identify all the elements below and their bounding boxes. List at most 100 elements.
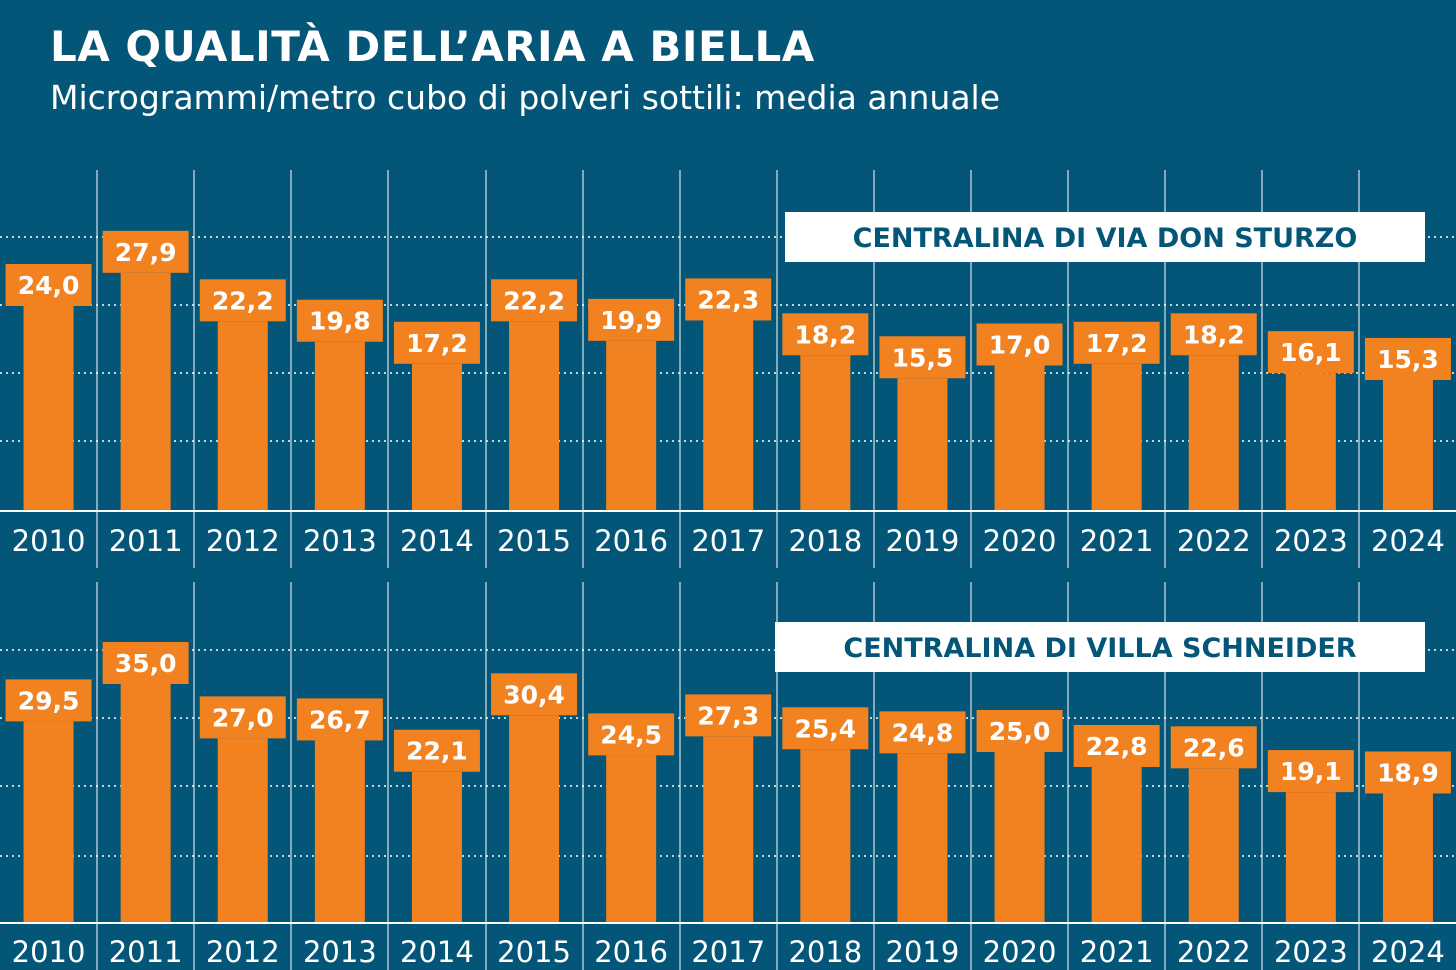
bar <box>509 321 560 510</box>
bar-label-tab <box>1073 321 1160 364</box>
bar <box>994 365 1045 510</box>
year-label: 2021 <box>1080 524 1154 558</box>
bar-label-tab <box>491 673 578 716</box>
bar <box>1285 373 1336 510</box>
bar-value-label: 22,3 <box>697 285 759 314</box>
bar-value-label: 19,8 <box>309 307 371 336</box>
page-subtitle: Microgrammi/metro cubo di polveri sottil… <box>50 78 1001 117</box>
bar-label-tab <box>296 299 383 342</box>
bar <box>1188 355 1239 510</box>
bar <box>703 736 754 922</box>
panel-title-box <box>775 622 1425 672</box>
bar <box>23 721 74 922</box>
bar-value-label: 25,4 <box>795 714 857 743</box>
bar <box>1285 792 1336 922</box>
bar-value-label: 26,7 <box>309 705 371 734</box>
year-label: 2022 <box>1177 935 1251 969</box>
bar-value-label: 15,3 <box>1377 345 1439 374</box>
bar-label-tab <box>1364 337 1451 380</box>
bar <box>314 341 365 510</box>
bar-value-label: 17,2 <box>406 329 468 358</box>
bar-label-tab <box>5 264 92 306</box>
bar <box>703 320 754 510</box>
bar-label-tab <box>1267 331 1354 374</box>
bar-label-tab <box>491 279 578 322</box>
bar-label-tab <box>199 279 286 322</box>
year-label: 2021 <box>1080 935 1154 969</box>
bar <box>411 363 462 510</box>
bar-label-tab <box>1364 751 1451 794</box>
year-label: 2010 <box>12 524 86 558</box>
bar <box>509 715 560 922</box>
year-label: 2020 <box>983 524 1057 558</box>
bar-value-label: 30,4 <box>503 680 565 709</box>
panel-title: CENTRALINA DI VILLA SCHNEIDER <box>843 633 1356 664</box>
bar <box>800 355 851 510</box>
bar-label-tab <box>102 642 189 684</box>
year-label: 2010 <box>12 935 86 969</box>
year-label: 2020 <box>983 935 1057 969</box>
year-label: 2019 <box>886 935 960 969</box>
bar-label-tab <box>393 321 480 364</box>
year-label: 2016 <box>594 524 668 558</box>
bar-value-label: 22,1 <box>406 737 468 766</box>
bar-label-tab <box>1170 726 1257 769</box>
bar <box>1091 766 1142 922</box>
bar-value-label: 18,2 <box>1183 320 1245 349</box>
bar <box>1382 379 1433 510</box>
bar-label-tab <box>1170 313 1257 356</box>
year-label: 2024 <box>1371 524 1445 558</box>
bar-value-label: 22,8 <box>1086 732 1148 761</box>
page-title: LA QUALITÀ DELL’ARIA A BIELLA <box>50 22 815 71</box>
bar-label-tab <box>199 696 286 739</box>
year-label: 2017 <box>691 935 765 969</box>
bar-value-label: 19,1 <box>1280 757 1342 786</box>
bar-value-label: 24,0 <box>18 271 80 300</box>
bar-label-tab <box>393 729 480 772</box>
year-label: 2019 <box>886 524 960 558</box>
bar-value-label: 22,2 <box>212 286 274 315</box>
bar <box>606 755 657 922</box>
bar <box>120 272 171 510</box>
bar-value-label: 22,6 <box>1183 733 1245 762</box>
bar-value-label: 22,2 <box>503 286 565 315</box>
bar <box>897 753 948 922</box>
bar <box>1091 363 1142 510</box>
bar-label-tab <box>5 679 92 722</box>
year-label: 2014 <box>400 524 474 558</box>
panel-title: CENTRALINA DI VIA DON STURZO <box>853 223 1358 254</box>
bar-label-tab <box>879 711 966 754</box>
bar <box>217 738 268 922</box>
year-label: 2013 <box>303 524 377 558</box>
bar-value-label: 25,0 <box>989 717 1051 746</box>
year-label: 2022 <box>1177 524 1251 558</box>
bar-value-label: 16,1 <box>1280 338 1342 367</box>
bar-value-label: 19,9 <box>600 306 662 335</box>
bar-label-tab <box>102 230 189 273</box>
bar-value-label: 29,5 <box>18 686 80 715</box>
bar <box>897 378 948 510</box>
bar <box>120 684 171 922</box>
year-label: 2013 <box>303 935 377 969</box>
bar-label-tab <box>588 298 675 341</box>
bar-label-tab <box>976 323 1063 366</box>
year-label: 2018 <box>788 935 862 969</box>
bar-label-tab <box>296 698 383 741</box>
year-label: 2016 <box>594 935 668 969</box>
bar-label-tab <box>782 707 869 750</box>
bar-label-tab <box>782 313 869 356</box>
bar-value-label: 17,2 <box>1086 329 1148 358</box>
bar-value-label: 27,9 <box>115 238 177 267</box>
year-label: 2015 <box>497 935 571 969</box>
bar-value-label: 18,2 <box>795 320 857 349</box>
bar <box>606 340 657 510</box>
year-label: 2015 <box>497 524 571 558</box>
bar-label-tab <box>685 694 772 737</box>
year-label: 2024 <box>1371 935 1445 969</box>
year-label: 2018 <box>788 524 862 558</box>
bar <box>217 321 268 510</box>
bar-value-label: 18,9 <box>1377 758 1439 787</box>
bar-value-label: 27,3 <box>697 701 759 730</box>
